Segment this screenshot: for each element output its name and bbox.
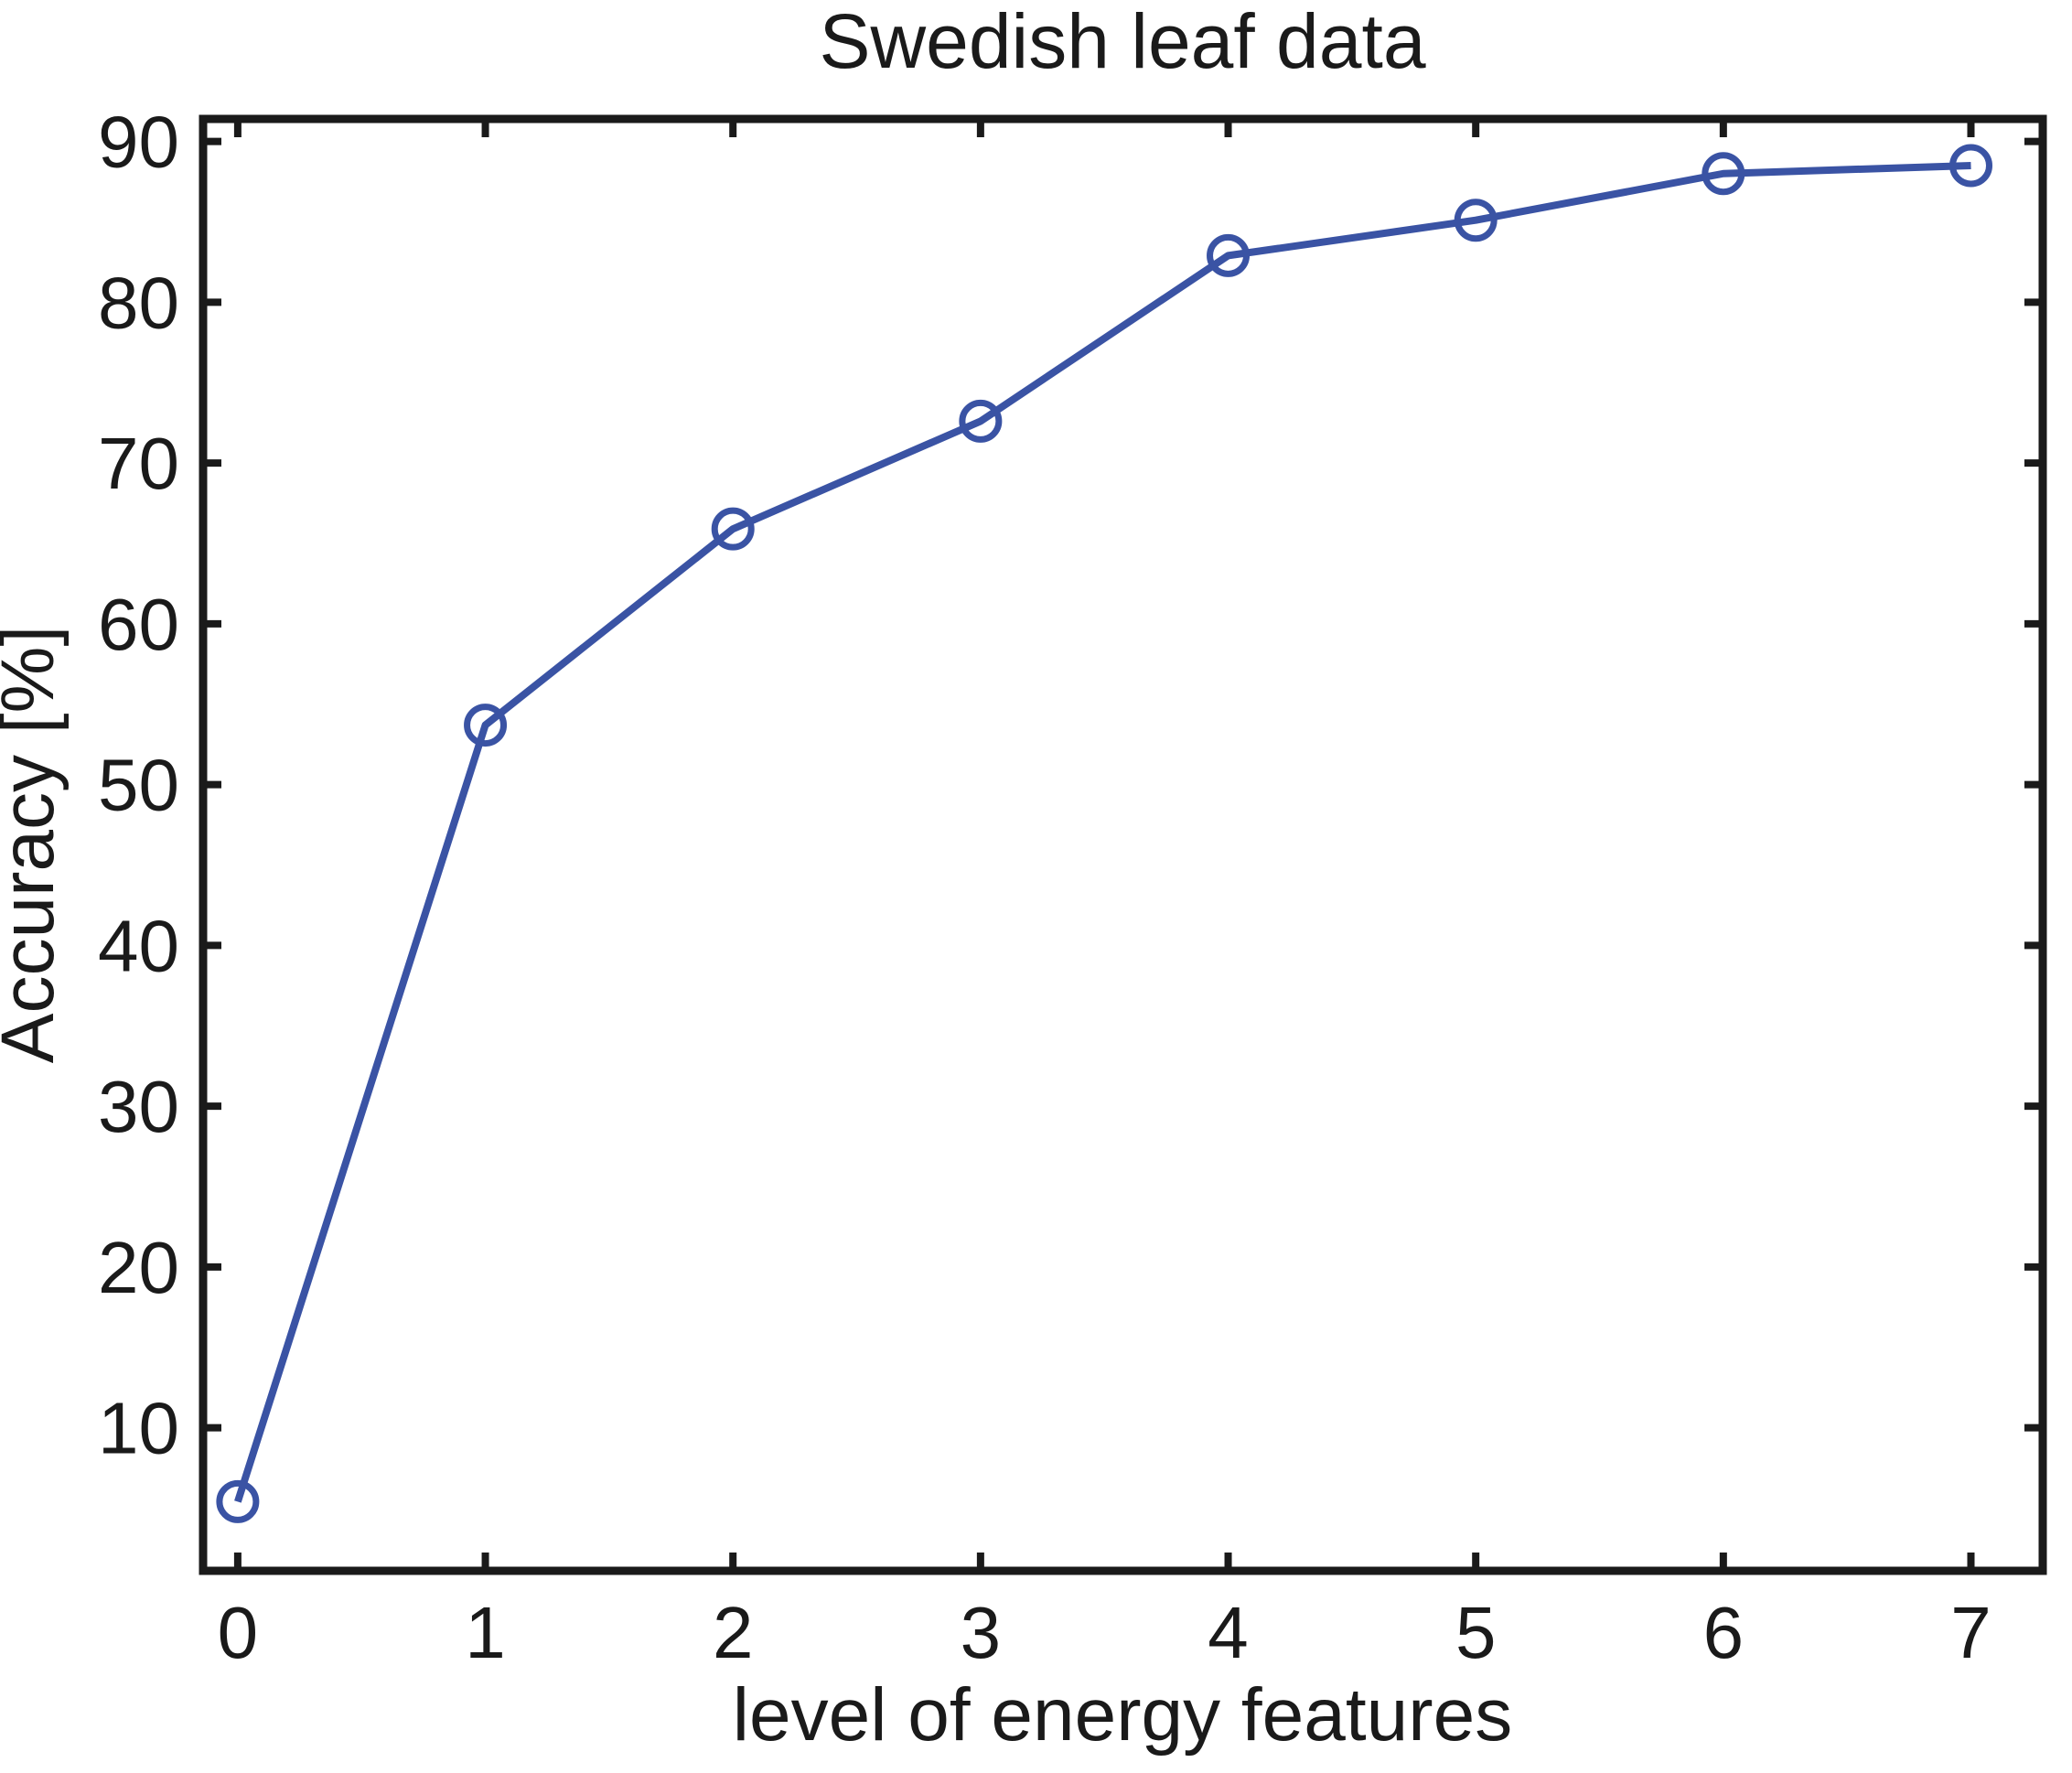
y-tick-label: 50 xyxy=(98,745,179,826)
x-axis-ticks-bottom xyxy=(233,1553,1975,1571)
y-axis-tick-labels: 10 20 30 40 50 60 70 80 90 xyxy=(98,102,179,1469)
x-axis-tick-labels: 0 1 2 3 4 5 6 7 xyxy=(218,1592,1991,1673)
data-point-marker xyxy=(959,399,1003,443)
y-tick-label: 30 xyxy=(98,1066,179,1147)
data-point-marker xyxy=(1454,199,1498,242)
x-tick-label: 5 xyxy=(1455,1592,1497,1673)
plot-frame xyxy=(199,114,2047,1575)
y-tick-label: 60 xyxy=(98,584,179,665)
x-tick-label: 0 xyxy=(218,1592,259,1673)
x-tick-label: 4 xyxy=(1208,1592,1249,1673)
chart-title: Swedish leaf data xyxy=(819,0,1425,84)
data-point-marker xyxy=(216,1479,260,1523)
x-tick-label: 1 xyxy=(465,1592,506,1673)
y-axis-ticks-left xyxy=(203,137,221,1432)
data-point-marker xyxy=(711,507,755,551)
y-tick-label: 20 xyxy=(98,1227,179,1308)
y-axis-ticks-right xyxy=(2024,137,2043,1432)
y-tick-label: 80 xyxy=(98,262,179,343)
y-tick-label: 40 xyxy=(98,905,179,986)
x-tick-label: 6 xyxy=(1703,1592,1745,1673)
y-tick-label: 70 xyxy=(98,423,179,504)
x-axis-label: level of energy features xyxy=(733,1673,1512,1757)
data-point-marker xyxy=(464,704,508,747)
x-axis-ticks-top xyxy=(233,119,1975,137)
data-series xyxy=(216,144,1993,1523)
data-point-marker xyxy=(1702,152,1745,196)
y-tick-label: 10 xyxy=(98,1388,179,1469)
data-point-marker xyxy=(1949,144,1993,188)
x-tick-label: 3 xyxy=(961,1592,1002,1673)
x-tick-label: 2 xyxy=(713,1592,754,1673)
x-tick-label: 7 xyxy=(1950,1592,1991,1673)
y-axis-label: Accuracy [%] xyxy=(0,626,70,1063)
data-line xyxy=(234,161,1971,1503)
y-tick-label: 90 xyxy=(98,102,179,183)
data-point-marker xyxy=(1207,233,1251,277)
